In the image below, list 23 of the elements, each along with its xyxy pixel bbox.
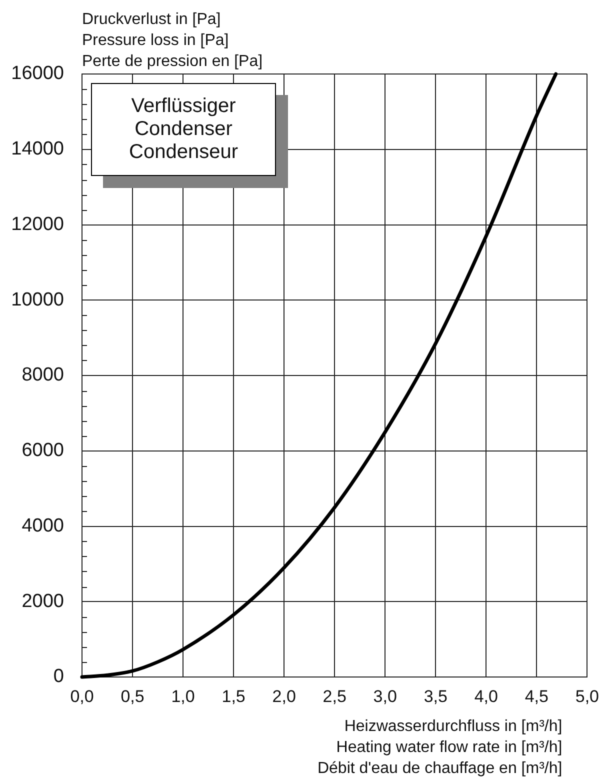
y-tick-label: 10000 xyxy=(11,289,64,310)
x-tick-label: 4,5 xyxy=(524,686,548,706)
y-tick-label: 4000 xyxy=(22,515,64,536)
y-tick-label: 6000 xyxy=(22,440,64,462)
y-tick-label: 2000 xyxy=(22,590,64,612)
x-tick-label: 2,5 xyxy=(322,686,346,706)
x-tick-label: 1,0 xyxy=(171,686,195,706)
y-tick-label: 12000 xyxy=(11,214,64,235)
y-tick-label: 16000 xyxy=(11,63,64,84)
y-tick-label: 14000 xyxy=(11,138,64,160)
x-tick-label: 1,5 xyxy=(222,686,246,706)
x-tick-label: 5,0 xyxy=(575,686,600,706)
y-tick-label: 8000 xyxy=(22,364,64,386)
x-tick-label: 4,0 xyxy=(474,686,498,706)
annotation: Verflüssiger Condenser Condenseur xyxy=(129,95,238,164)
x-tick-label: 3,5 xyxy=(424,686,448,706)
x-tick-label: 0,5 xyxy=(120,686,144,706)
y-tick-label: 0 xyxy=(53,666,64,688)
x-tick-label: 3,0 xyxy=(373,686,397,706)
x-tick-label: 0,0 xyxy=(70,686,94,706)
x-tick-label: 2,0 xyxy=(272,686,296,706)
x-axis-title: Heizwasserdurchfluss in [m³/h] Heating water flow rate in [m³/h] Débit d'eau de chauffage en [m³/h] xyxy=(317,718,562,777)
y-axis-title: Druckverlust in [Pa] Pressure loss in [Pa] Perte de pression en [Pa] xyxy=(82,11,263,70)
